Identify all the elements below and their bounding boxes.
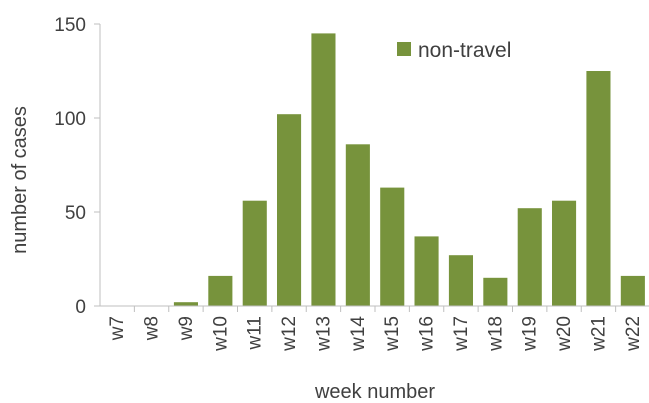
bar-w21 <box>586 71 611 306</box>
x-tick-label-w10: w10 <box>210 316 231 352</box>
bar-w15 <box>380 187 405 306</box>
x-tick-label-w19: w19 <box>520 316 541 352</box>
x-tick-label-w16: w16 <box>417 316 438 352</box>
bar-w13 <box>311 33 336 307</box>
bar-w9 <box>173 302 198 306</box>
x-axis-title: week number <box>314 381 435 403</box>
x-tick-label-w18: w18 <box>485 316 506 352</box>
y-tick-label: 50 <box>65 203 86 224</box>
bar-w22 <box>620 275 645 306</box>
bar-w18 <box>483 277 508 306</box>
bars <box>173 33 645 307</box>
bar-w14 <box>345 144 370 306</box>
bar-w10 <box>208 275 233 306</box>
x-tick-label-w21: w21 <box>588 316 609 352</box>
x-tick-label-w17: w17 <box>451 316 472 352</box>
x-tick-label-w14: w14 <box>348 316 369 352</box>
x-tick-label-w12: w12 <box>279 316 300 352</box>
x-tick-label-w7: w7 <box>107 316 128 341</box>
y-axis: 0 50 100 150 <box>54 15 101 318</box>
y-tick-label: 0 <box>75 297 86 318</box>
x-tick-label-w8: w8 <box>142 316 163 341</box>
y-tick-label: 100 <box>54 109 86 130</box>
bar-w16 <box>414 236 439 306</box>
bar-w11 <box>242 200 267 306</box>
bar-w19 <box>517 208 542 306</box>
legend-label-non-travel: non-travel <box>418 39 511 62</box>
bar-w17 <box>448 255 473 306</box>
legend-swatch-non-travel <box>397 42 411 56</box>
bar-w20 <box>552 200 577 306</box>
x-tick-label-w15: w15 <box>382 316 403 352</box>
y-tick-label: 150 <box>54 15 86 36</box>
x-axis: w7 w8 w9 w10 w11 w12 w13 w14 w15 w16 w17 w18 w19 w20 w… <box>100 305 649 352</box>
x-tick-label-w13: w13 <box>313 316 334 352</box>
bar-w12 <box>277 114 302 306</box>
y-axis-title: number of cases <box>9 106 31 254</box>
x-tick-label-w11: w11 <box>245 316 266 350</box>
legend: non-travel <box>397 39 511 62</box>
x-tick-label-w22: w22 <box>623 316 644 352</box>
x-tick-label-w20: w20 <box>554 316 575 352</box>
x-tick-label-w9: w9 <box>176 316 197 341</box>
